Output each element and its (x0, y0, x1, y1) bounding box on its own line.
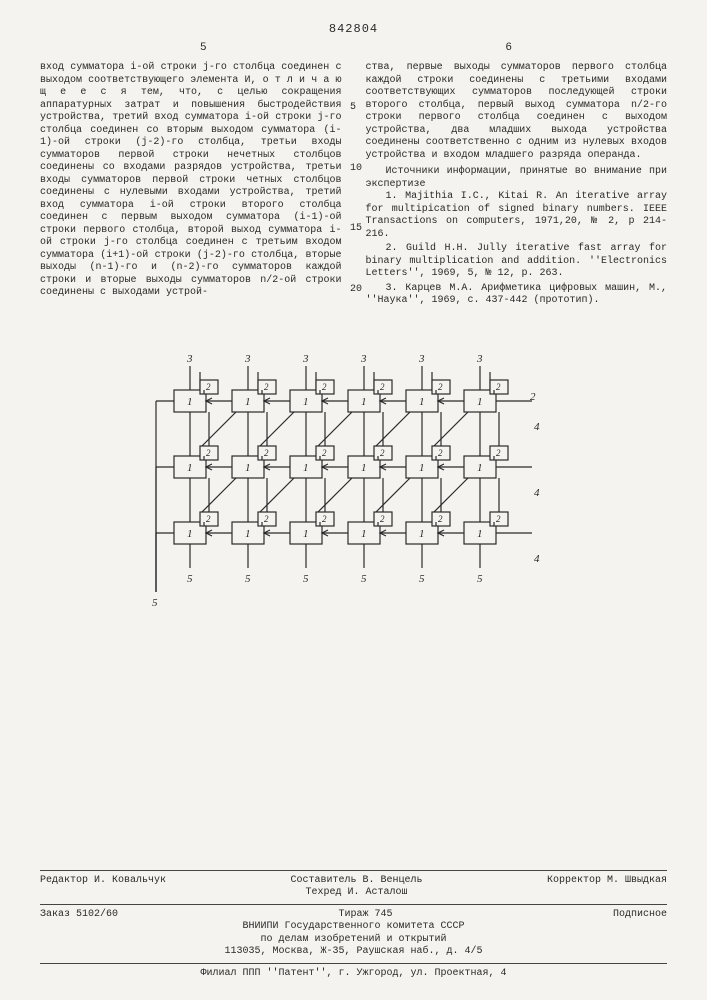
svg-text:1: 1 (303, 528, 309, 540)
svg-text:2: 2 (380, 448, 385, 458)
svg-text:4: 4 (534, 553, 540, 565)
svg-text:3: 3 (418, 353, 425, 365)
svg-text:1: 1 (419, 396, 425, 408)
svg-text:2: 2 (264, 382, 269, 392)
svg-text:2: 2 (206, 514, 211, 524)
svg-text:5: 5 (303, 573, 309, 585)
left-column: вход сумматора i-ой строки j-го столбца … (40, 62, 342, 310)
svg-text:1: 1 (303, 462, 309, 474)
line-markers: 5 10 15 20 (350, 72, 362, 296)
svg-text:1: 1 (187, 462, 193, 474)
svg-text:2: 2 (496, 514, 501, 524)
svg-text:2: 2 (380, 514, 385, 524)
svg-text:3: 3 (186, 353, 193, 365)
svg-text:1: 1 (245, 462, 251, 474)
signed: Подписное (613, 909, 667, 922)
svg-text:5: 5 (245, 573, 251, 585)
svg-text:4: 4 (534, 487, 540, 499)
svg-text:3: 3 (302, 353, 309, 365)
svg-text:2: 2 (438, 448, 443, 458)
svg-text:5: 5 (419, 573, 425, 585)
svg-text:2: 2 (206, 448, 211, 458)
svg-text:1: 1 (361, 528, 367, 540)
compiler-credit: Составитель В. Венцель (290, 875, 422, 886)
reference-1: 1. Majithia I.C., Kitai R. An iterative … (366, 191, 668, 241)
svg-text:4: 4 (534, 421, 540, 433)
claim-continuation: ства, первые выходы сумматоров первого с… (366, 62, 668, 162)
svg-text:2: 2 (264, 514, 269, 524)
svg-text:2: 2 (438, 382, 443, 392)
circuit-diagram: 3 3 3 3 3 3 2 4 1 2 1 2 1 2 1 2 1 2 1 2 4 1 2 1 2 1 2 1 2 1 2 1 2 4 1 2 5 1 2 5… (134, 350, 574, 620)
column-number-right: 6 (505, 42, 512, 56)
svg-text:2: 2 (322, 514, 327, 524)
column-number-left: 5 (200, 42, 207, 56)
org-line-2: по делам изобретений и открытий (40, 934, 667, 947)
svg-text:1: 1 (477, 396, 483, 408)
svg-text:5: 5 (152, 597, 158, 609)
svg-text:2: 2 (438, 514, 443, 524)
techred-credit: Техред И. Асталош (305, 887, 407, 898)
footer-block: Редактор И. Ковальчук Составитель В. Вен… (40, 866, 667, 981)
svg-text:1: 1 (245, 528, 251, 540)
svg-text:2: 2 (496, 382, 501, 392)
sources-heading: Источники информации, принятые во вниман… (366, 166, 668, 191)
corrector-credit: Корректор М. Швыдкая (547, 875, 667, 900)
svg-text:5: 5 (361, 573, 367, 585)
svg-text:2: 2 (322, 448, 327, 458)
svg-text:3: 3 (360, 353, 367, 365)
svg-text:2: 2 (380, 382, 385, 392)
svg-text:1: 1 (245, 396, 251, 408)
patent-number: 842804 (329, 22, 378, 37)
right-column: ства, первые выходы сумматоров первого с… (366, 62, 668, 310)
svg-text:1: 1 (187, 528, 193, 540)
svg-text:2: 2 (322, 382, 327, 392)
svg-text:1: 1 (361, 462, 367, 474)
claim-text: вход сумматора i-ой строки j-го столбца … (40, 62, 342, 300)
reference-2: 2. Guild H.H. Jully iterative fast array… (366, 243, 668, 281)
svg-text:3: 3 (244, 353, 251, 365)
svg-text:3: 3 (476, 353, 483, 365)
svg-text:1: 1 (361, 396, 367, 408)
svg-text:1: 1 (419, 528, 425, 540)
tirage: Тираж 745 (338, 909, 392, 922)
svg-text:5: 5 (477, 573, 483, 585)
org-line-1: ВНИИПИ Государственного комитета СССР (40, 921, 667, 934)
svg-text:2: 2 (206, 382, 211, 392)
branch-address: Филиал ППП ''Патент'', г. Ужгород, ул. П… (40, 968, 667, 981)
reference-3: 3. Карцев М.А. Арифметика цифровых машин… (366, 283, 668, 308)
svg-text:1: 1 (303, 396, 309, 408)
svg-text:5: 5 (187, 573, 193, 585)
svg-text:1: 1 (477, 462, 483, 474)
order-number: Заказ 5102/60 (40, 909, 118, 922)
svg-text:1: 1 (477, 528, 483, 540)
svg-text:2: 2 (496, 448, 501, 458)
address: 113035, Москва, Ж-35, Раушская наб., д. … (40, 946, 667, 959)
svg-text:1: 1 (419, 462, 425, 474)
editor-credit: Редактор И. Ковальчук (40, 875, 166, 900)
svg-text:1: 1 (187, 396, 193, 408)
svg-text:2: 2 (264, 448, 269, 458)
